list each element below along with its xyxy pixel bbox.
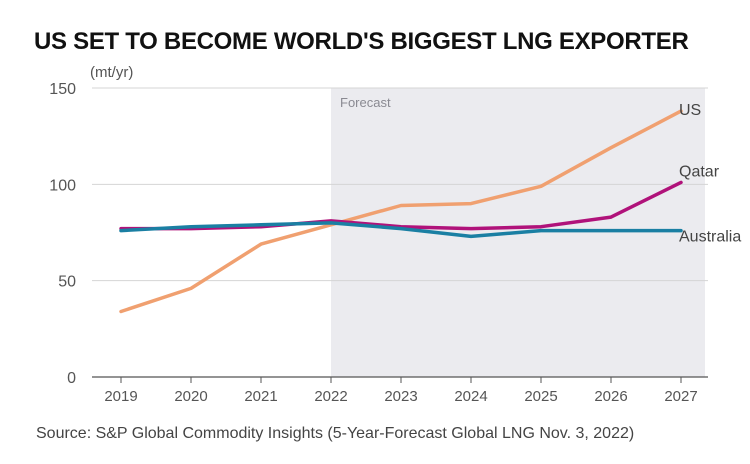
series-line-us bbox=[119, 109, 683, 314]
x-tick-label: 2019 bbox=[104, 388, 137, 405]
series-label-australia: Australia bbox=[679, 229, 741, 246]
x-tick-label: 2022 bbox=[314, 388, 347, 405]
y-tick-label: 150 bbox=[49, 81, 76, 98]
series-label-us: US bbox=[679, 102, 701, 119]
forecast-label: Forecast bbox=[340, 95, 391, 110]
y-tick-label: 100 bbox=[49, 177, 76, 194]
chart-title: US SET TO BECOME WORLD'S BIGGEST LNG EXP… bbox=[34, 28, 689, 55]
x-tick-label: 2027 bbox=[664, 388, 697, 405]
x-tick-label: 2020 bbox=[174, 388, 207, 405]
x-tick-label: 2026 bbox=[594, 388, 627, 405]
series-label-qatar: Qatar bbox=[679, 163, 720, 180]
x-tick-label: 2023 bbox=[384, 388, 417, 405]
x-tick-label: 2024 bbox=[454, 388, 487, 405]
x-tick-label: 2025 bbox=[524, 388, 557, 405]
y-tick-label: 0 bbox=[67, 370, 76, 387]
y-axis-unit: (mt/yr) bbox=[90, 64, 134, 81]
series-line-australia bbox=[119, 221, 683, 239]
series-line-qatar bbox=[119, 180, 683, 231]
y-tick-label: 50 bbox=[58, 274, 76, 291]
x-tick-label: 2021 bbox=[244, 388, 277, 405]
source-note: Source: S&P Global Commodity Insights (5… bbox=[36, 425, 635, 442]
